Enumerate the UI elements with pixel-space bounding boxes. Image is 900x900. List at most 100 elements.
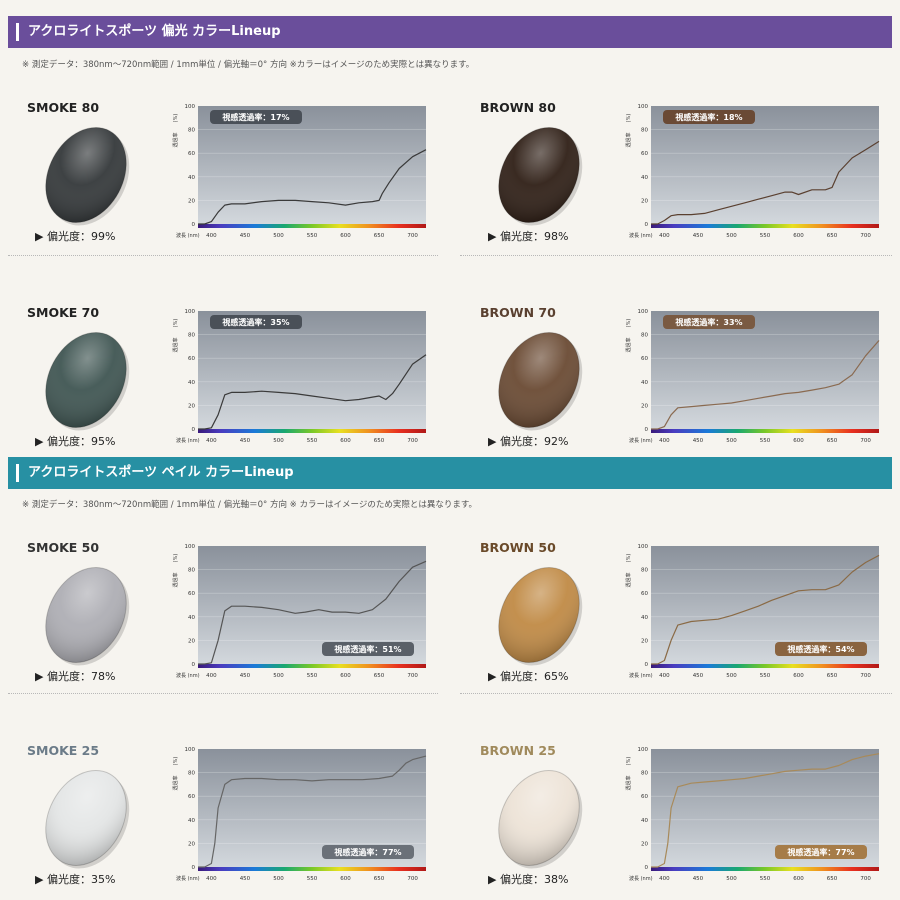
lens-swatch [498, 127, 583, 226]
x-tick-label: 600 [793, 438, 804, 444]
x-tick-label: 550 [760, 233, 771, 239]
transmission-badge [322, 642, 414, 656]
x-tick-label: 700 [407, 673, 418, 679]
lens-name: BROWN 50 [480, 540, 556, 555]
y-tick-label: 80 [188, 128, 195, 134]
y-axis-unit: (%) [173, 319, 179, 328]
polarization-degree: ▶ 偏光度：35% [35, 873, 116, 886]
section-title: アクロライトスポーツ ペイル カラーLineup [28, 465, 294, 480]
y-tick-label: 20 [188, 198, 195, 204]
y-tick-label: 60 [641, 794, 648, 800]
transmission-label: 視感透過率：77% [786, 847, 854, 857]
polarization-degree: ▶ 偏光度：99% [35, 230, 116, 243]
lens-swatch [45, 770, 130, 869]
x-tick-label: 450 [693, 673, 704, 679]
row-divider [460, 255, 892, 256]
x-tick-label: 600 [340, 438, 351, 444]
y-tick-label: 80 [188, 568, 195, 574]
transmission-chart: 0 20 40 60 80 100 400 450 500 550 600 650 700 波長 (nm)… [172, 309, 427, 444]
y-tick-label: 80 [641, 128, 648, 134]
y-axis-unit: (%) [626, 554, 632, 563]
y-tick-label: 100 [638, 747, 649, 753]
lens-swatch [45, 332, 130, 431]
x-tick-label: 450 [693, 438, 704, 444]
plot-area [651, 311, 879, 429]
transmission-label: 視感透過率：77% [333, 847, 401, 857]
x-tick-label: 500 [726, 673, 737, 679]
y-tick-label: 60 [188, 151, 195, 157]
y-tick-label: 0 [645, 662, 649, 668]
measurement-note: ※ 測定データ：380nm～720nm範囲 / 1mm単位 / 偏光軸＝0° 方… [22, 60, 475, 70]
transmission-curve [198, 560, 427, 665]
transmission-chart: 0 20 40 60 80 100 400 450 500 550 600 650 700 波長 (nm)… [172, 104, 427, 239]
x-tick-label: 700 [407, 438, 418, 444]
polarization-degree: ▶ 偏光度：38% [488, 873, 569, 886]
x-tick-label: 450 [240, 876, 251, 882]
spectrum-bar [198, 867, 426, 871]
y-axis-title: 透過率 [625, 572, 632, 587]
transmission-chart: 0 20 40 60 80 100 400 450 500 550 600 650 700 波長 (nm)… [625, 104, 880, 239]
lens-name: BROWN 70 [480, 305, 556, 320]
x-tick-label: 500 [273, 876, 284, 882]
transmission-curve [651, 554, 880, 665]
plot-area [651, 106, 879, 224]
y-axis-unit: (%) [626, 757, 632, 766]
y-tick-label: 80 [641, 568, 648, 574]
x-tick-label: 450 [240, 233, 251, 239]
lens-swatch [45, 567, 130, 666]
lens-swatch [498, 567, 583, 666]
x-tick-label: 550 [760, 876, 771, 882]
y-tick-label: 40 [641, 380, 648, 386]
transmission-badge [663, 110, 755, 124]
y-tick-label: 100 [185, 104, 196, 110]
y-tick-label: 40 [188, 818, 195, 824]
y-tick-label: 20 [188, 403, 195, 409]
y-axis-unit: (%) [173, 554, 179, 563]
x-tick-label: 650 [827, 233, 838, 239]
y-tick-label: 20 [188, 841, 195, 847]
x-tick-label: 550 [307, 438, 318, 444]
y-tick-label: 20 [641, 198, 648, 204]
spectrum-bar [651, 429, 879, 433]
y-tick-label: 60 [188, 591, 195, 597]
x-tick-label: 450 [693, 233, 704, 239]
polarization-degree: ▶ 偏光度：95% [35, 435, 116, 448]
x-axis-label: 波長 (nm) [176, 437, 200, 444]
y-tick-label: 0 [645, 865, 649, 871]
polarization-degree: ▶ 偏光度：98% [488, 230, 569, 243]
y-tick-label: 40 [641, 615, 648, 621]
spectrum-bar [651, 867, 879, 871]
x-tick-label: 700 [860, 233, 871, 239]
transmission-badge [210, 110, 302, 124]
y-tick-label: 100 [638, 544, 649, 550]
lens-swatch [498, 332, 583, 431]
x-tick-label: 650 [827, 438, 838, 444]
x-tick-label: 550 [307, 876, 318, 882]
lens-name: SMOKE 70 [27, 305, 100, 320]
y-tick-label: 20 [641, 841, 648, 847]
transmission-label: 視感透過率：18% [674, 112, 742, 122]
lens-name: SMOKE 80 [27, 100, 100, 115]
x-axis-label: 波長 (nm) [629, 672, 653, 679]
x-tick-label: 500 [273, 673, 284, 679]
x-tick-label: 600 [793, 876, 804, 882]
lens-name: BROWN 80 [480, 100, 556, 115]
x-tick-label: 700 [407, 233, 418, 239]
transmission-badge [322, 845, 414, 859]
y-axis-unit: (%) [626, 114, 632, 123]
y-axis-title: 透過率 [172, 337, 179, 352]
transmission-label: 視感透過率：54% [786, 644, 854, 654]
y-axis-title: 透過率 [625, 132, 632, 147]
x-axis-label: 波長 (nm) [629, 875, 653, 882]
transmission-chart: 0 20 40 60 80 100 400 450 500 550 600 650 700 波長 (nm)… [625, 544, 880, 679]
x-tick-label: 600 [340, 233, 351, 239]
row-divider [8, 255, 438, 256]
transmission-badge [775, 642, 867, 656]
y-tick-label: 80 [188, 771, 195, 777]
section-banner-pale: アクロライトスポーツ ペイル カラーLineup [8, 457, 892, 489]
lens-name: BROWN 25 [480, 743, 556, 758]
y-tick-label: 80 [641, 333, 648, 339]
y-tick-label: 100 [638, 309, 649, 315]
x-tick-label: 400 [659, 876, 670, 882]
y-tick-label: 0 [645, 427, 649, 433]
